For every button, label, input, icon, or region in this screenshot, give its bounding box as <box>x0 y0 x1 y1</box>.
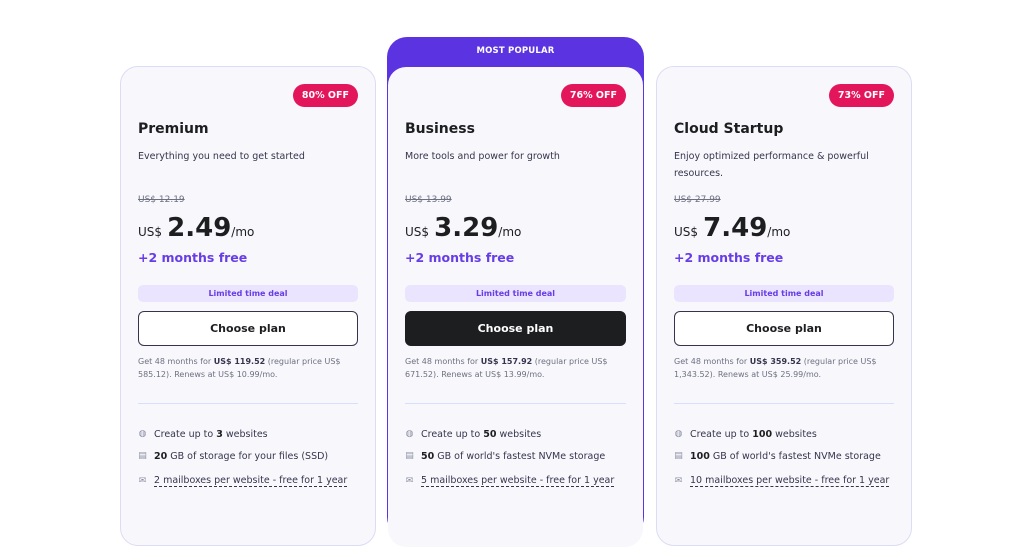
billing-total: US$ 119.52 <box>213 357 266 366</box>
price-amount: 2.49 <box>167 213 232 243</box>
database-icon: ▤ <box>674 451 683 461</box>
choose-plan-button[interactable]: Choose plan <box>405 311 626 346</box>
feature-websites: ◍ Create up to 50 websites <box>405 429 626 440</box>
feature-text: Create up to 3 websites <box>154 429 268 440</box>
globe-icon: ◍ <box>674 429 683 439</box>
price: US$ 3.29/mo <box>405 213 626 243</box>
billing-details: Get 48 months for US$ 359.52 (regular pr… <box>674 356 894 381</box>
database-icon: ▤ <box>138 451 147 461</box>
price-period: /mo <box>498 225 522 239</box>
price-period: /mo <box>767 225 791 239</box>
most-popular-label: MOST POPULAR <box>476 46 555 56</box>
plan-name: Premium <box>138 121 209 137</box>
divider <box>138 403 358 404</box>
billing-details: Get 48 months for US$ 119.52 (regular pr… <box>138 356 358 381</box>
feature-websites: ◍ Create up to 3 websites <box>138 429 358 440</box>
plan-card-cloud-startup: 73% OFF Cloud Startup Enjoy optimized pe… <box>656 66 912 546</box>
currency: US$ <box>405 225 430 239</box>
billing-text: (regular price US$ 671.52). Renews at US… <box>405 357 608 379</box>
billing-text: (regular price US$ 585.12). Renews at US… <box>138 357 341 379</box>
discount-badge: 73% OFF <box>828 84 894 107</box>
plan-card-premium: 80% OFF Premium Everything you need to g… <box>120 66 376 546</box>
feature-text: 100 GB of world's fastest NVMe storage <box>690 451 881 462</box>
billing-total: US$ 157.92 <box>480 357 533 366</box>
billing-text: (regular price US$ 1,343.52). Renews at … <box>674 357 877 379</box>
feature-text: 20 GB of storage for your files (SSD) <box>154 451 329 462</box>
original-price: US$ 27.99 <box>674 195 721 205</box>
billing-text: Get 48 months for <box>674 357 750 366</box>
feature-storage: ▤ 50 GB of world's fastest NVMe storage <box>405 451 626 462</box>
discount-badge: 80% OFF <box>292 84 358 107</box>
feature-text: Create up to 50 websites <box>421 429 542 440</box>
feature-mailboxes[interactable]: ✉ 5 mailboxes per website - free for 1 ye… <box>405 475 626 487</box>
limited-deal-banner: Limited time deal <box>138 285 358 302</box>
database-icon: ▤ <box>405 451 414 461</box>
divider <box>405 403 626 404</box>
billing-details: Get 48 months for US$ 157.92 (regular pr… <box>405 356 626 381</box>
billing-text: Get 48 months for <box>138 357 214 366</box>
price-amount: 3.29 <box>434 213 499 243</box>
plan-name: Business <box>405 121 475 137</box>
limited-deal-banner: Limited time deal <box>674 285 894 302</box>
globe-icon: ◍ <box>138 429 147 439</box>
mail-icon: ✉ <box>138 475 147 486</box>
price-period: /mo <box>231 225 255 239</box>
plan-description: More tools and power for growth <box>405 151 560 162</box>
feature-storage: ▤ 100 GB of world's fastest NVMe storage <box>674 451 894 462</box>
feature-mailboxes[interactable]: ✉ 10 mailboxes per website - free for 1 y… <box>674 475 894 487</box>
billing-total: US$ 359.52 <box>749 357 802 366</box>
globe-icon: ◍ <box>405 429 414 439</box>
plan-name: Cloud Startup <box>674 121 784 137</box>
plan-card-business: 76% OFF Business More tools and power fo… <box>388 67 643 547</box>
price: US$ 2.49/mo <box>138 213 358 243</box>
mail-icon: ✉ <box>674 475 683 486</box>
feature-text[interactable]: 5 mailboxes per website - free for 1 yea… <box>421 475 615 487</box>
original-price: US$ 13.99 <box>405 195 452 205</box>
bonus-months: +2 months free <box>405 250 515 265</box>
price: US$ 7.49/mo <box>674 213 894 243</box>
choose-plan-button[interactable]: Choose plan <box>138 311 358 346</box>
discount-badge: 76% OFF <box>560 84 626 107</box>
bonus-months: +2 months free <box>674 250 784 265</box>
feature-websites: ◍ Create up to 100 websites <box>674 429 894 440</box>
feature-text[interactable]: 10 mailboxes per website - free for 1 ye… <box>690 475 890 487</box>
plan-description: Enjoy optimized performance & powerful r… <box>674 151 869 179</box>
divider <box>674 403 894 404</box>
feature-text[interactable]: 2 mailboxes per website - free for 1 yea… <box>154 475 348 487</box>
mail-icon: ✉ <box>405 475 414 486</box>
feature-text: 50 GB of world's fastest NVMe storage <box>421 451 606 462</box>
plan-card-business-popular: MOST POPULAR 76% OFF Business More tools… <box>387 37 644 547</box>
original-price: US$ 12.19 <box>138 195 185 205</box>
feature-mailboxes[interactable]: ✉ 2 mailboxes per website - free for 1 ye… <box>138 475 358 487</box>
currency: US$ <box>138 225 163 239</box>
feature-storage: ▤ 20 GB of storage for your files (SSD) <box>138 451 358 462</box>
billing-text: Get 48 months for <box>405 357 481 366</box>
feature-text: Create up to 100 websites <box>690 429 817 440</box>
currency: US$ <box>674 225 699 239</box>
plan-description: Everything you need to get started <box>138 151 305 162</box>
choose-plan-button[interactable]: Choose plan <box>674 311 894 346</box>
bonus-months: +2 months free <box>138 250 248 265</box>
limited-deal-banner: Limited time deal <box>405 285 626 302</box>
price-amount: 7.49 <box>703 213 768 243</box>
